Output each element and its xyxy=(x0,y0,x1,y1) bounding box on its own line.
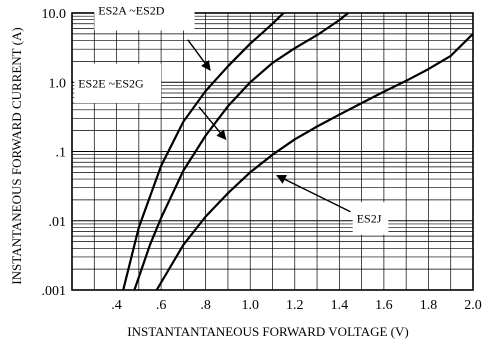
annotation-box xyxy=(74,63,162,104)
series-line xyxy=(122,12,285,291)
x-axis-title: INSTANTANTANEOUS FORWARD VOLTAGE (V) xyxy=(127,324,408,339)
annotation-arrow xyxy=(198,106,227,141)
grid xyxy=(71,13,474,291)
annotation-label: ES2A ~ES2D xyxy=(98,4,165,18)
y-tick-label: .1 xyxy=(56,146,67,161)
annotations: ES2A ~ES2D ES2E ~ES2G ES2J xyxy=(74,0,389,235)
x-tick-label: 1.6 xyxy=(375,298,393,313)
annotation-label: ES2J xyxy=(357,211,382,225)
y-tick-label: 1.0 xyxy=(49,76,67,91)
annotation-arrow xyxy=(276,174,351,213)
y-tick-labels: 10.0 1.0 .1 .01 .001 xyxy=(42,7,67,299)
series-lines xyxy=(122,12,474,291)
x-tick-label: .8 xyxy=(200,298,211,313)
y-axis-title: INSTANTANEOUS FORWARD CURRENT (A) xyxy=(9,27,24,284)
y-tick-label: .01 xyxy=(49,215,67,230)
series-line xyxy=(155,33,474,291)
x-tick-label: 2.0 xyxy=(464,298,482,313)
plot-frame xyxy=(71,12,474,291)
x-tick-label: 1.2 xyxy=(286,298,304,313)
series-line xyxy=(133,12,349,291)
y-tick-label: .001 xyxy=(42,284,67,299)
y-tick-label: 10.0 xyxy=(42,7,67,22)
annotation-label: ES2E ~ES2G xyxy=(78,76,144,90)
annotation-arrow xyxy=(187,39,211,71)
x-tick-label: 1.8 xyxy=(420,298,438,313)
x-tick-labels: .4 .6 .8 1.0 1.2 1.4 1.6 1.8 2.0 xyxy=(111,298,481,313)
x-tick-label: 1.0 xyxy=(241,298,259,313)
x-tick-label: .6 xyxy=(156,298,167,313)
annotation-box xyxy=(352,202,389,235)
x-tick-label: .4 xyxy=(111,298,122,313)
x-tick-label: 1.4 xyxy=(331,298,349,313)
plot-border xyxy=(71,12,474,291)
annotation-box xyxy=(94,0,195,31)
